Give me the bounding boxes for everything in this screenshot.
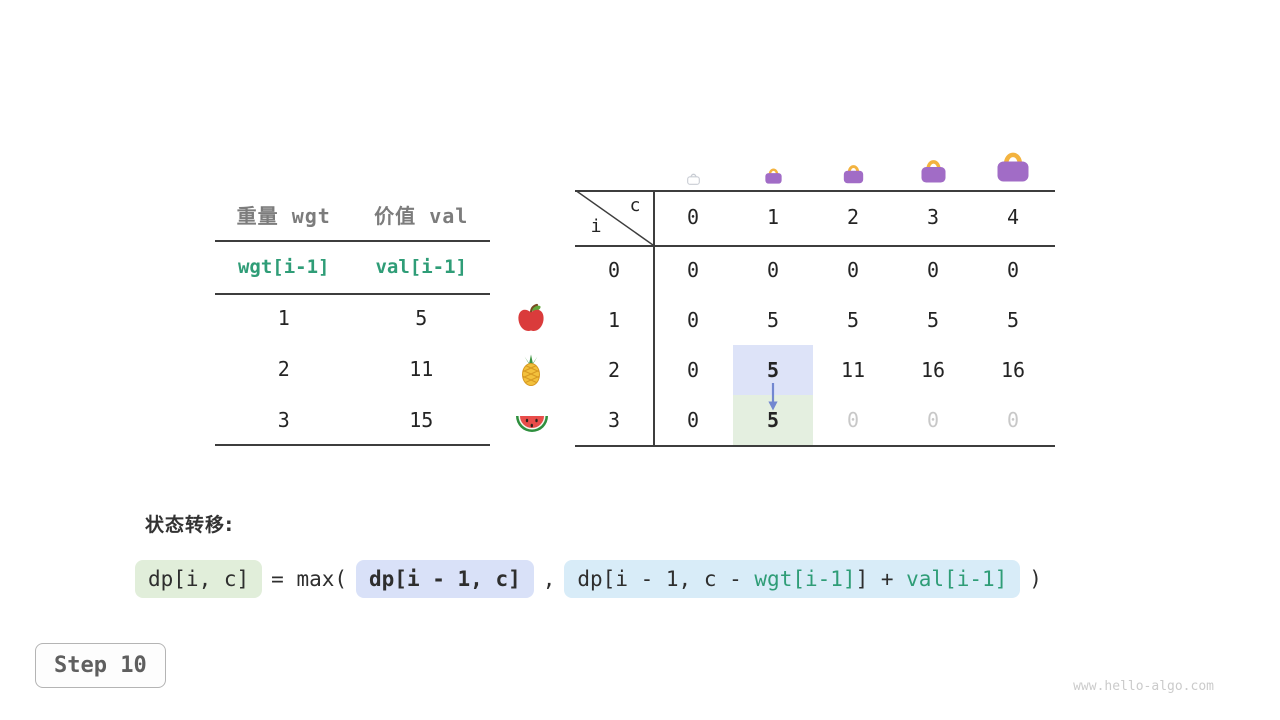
value-variable: val[i-1] [375,255,467,278]
dp-table-bottom-border [575,445,1055,447]
formula-operator: ) [1029,567,1042,591]
formula-operator: = max( [271,567,348,591]
dp-cell: 5 [846,308,860,332]
dp-capacity-header: 3 [926,205,940,229]
item-weight-value: 3 [277,407,290,432]
dp-table-top-border [575,190,1055,192]
item-table-row: 2 11 [215,344,490,395]
dp-cell: 16 [1000,358,1026,382]
bag-3-icon [918,155,949,190]
bag-2-icon [841,161,866,190]
dp-capacity-header: 4 [1006,205,1020,229]
item-axis-label: i [590,216,602,237]
item-table-row: 3 15 [215,394,490,445]
item-weight-value: 1 [277,306,290,331]
apple-icon [518,303,544,331]
pineapple-icon [514,353,548,387]
divider-line [215,240,490,242]
item-table-rows: 1 5 2 11 3 15 [215,293,490,445]
value-column-header: 价值 val [374,203,469,228]
dp-cell: 0 [1006,408,1020,432]
item-table-header: 重量 wgt 价值 val [215,188,490,240]
formula-term-green: dp[i, c] [135,560,263,598]
dp-cell: 0 [686,258,700,282]
state-transition-label: 状态转移: [145,514,234,536]
item-value-value: 5 [415,306,428,331]
weight-column-header: 重量 wgt [236,203,331,228]
divider-line [215,444,490,446]
dp-cell: 0 [686,308,700,332]
item-value-value: 11 [409,356,434,381]
item-table: 重量 wgt 价值 val wgt[i-1] val[i-1] 1 5 2 11 3 15 [215,188,490,446]
dp-row-header: 2 [607,358,621,382]
formula-text: ] + [855,567,907,591]
dp-row-header: 0 [607,258,621,282]
formula-operator: , [542,567,556,591]
dp-table-header-border [575,245,1055,247]
dp-table: c i 0 1 2 3 4 0 0 0 0 0 0 1 0 5 5 5 5 2 0 5 11 16 16 3 0 5 0 0 0 [575,145,1055,447]
dp-cell: 5 [1006,308,1020,332]
dp-cell: 0 [686,358,700,382]
apple-icon [514,301,548,335]
dp-cell: 0 [846,408,860,432]
dp-cell: 5 [766,308,780,332]
pineapple-icon [522,354,540,386]
formula-variable: val[i-1] [906,567,1008,591]
dp-row-header: 1 [607,308,621,332]
state-transition-formula: dp[i, c] = max( dp[i - 1, c], dp[i - 1, c -… [135,560,1042,598]
dp-cell: 0 [846,258,860,282]
bag-empty-icon [686,171,701,190]
dp-capacity-header: 2 [846,205,860,229]
watermelon-icon [514,404,548,438]
dp-cell: 0 [766,258,780,282]
weight-variable: wgt[i-1] [237,255,330,278]
dp-cell: 5 [766,408,780,432]
step-label: Step 10 [54,653,147,678]
formula-variable: wgt[i-1] [754,567,856,591]
watermark: www.hello-algo.com [1073,679,1214,694]
dp-cell: 0 [926,408,940,432]
item-value-value: 15 [409,407,434,432]
dp-cell: 0 [1006,258,1020,282]
item-weight-value: 2 [277,356,290,381]
dp-row-header: 3 [607,408,621,432]
dp-cell: 16 [920,358,946,382]
step-indicator: Step 10 [35,643,166,688]
dp-table-corner-diagonal [575,190,653,245]
dp-table-label-border [653,190,655,445]
item-table-variable-row: wgt[i-1] val[i-1] [215,240,490,293]
dp-capacity-header: 1 [766,205,780,229]
dp-capacity-header: 0 [686,205,700,229]
capacity-axis-label: c [629,195,641,216]
formula-term-lightblue: dp[i - 1, c - wgt[i-1]] + val[i-1] [564,560,1021,598]
dp-cell: 5 [926,308,940,332]
dp-cell: 11 [840,358,866,382]
dp-cell: 0 [926,258,940,282]
dp-cell: 5 [766,358,780,382]
dp-cell: 0 [686,408,700,432]
watermelon-icon [516,416,548,432]
bag-1-icon [763,165,784,190]
formula-text: dp[i - 1, c - [577,567,755,591]
divider-line [215,293,490,295]
formula-term-blue: dp[i - 1, c] [356,560,534,598]
bag-4-icon [993,146,1033,190]
transition-arrow-icon [768,383,778,411]
